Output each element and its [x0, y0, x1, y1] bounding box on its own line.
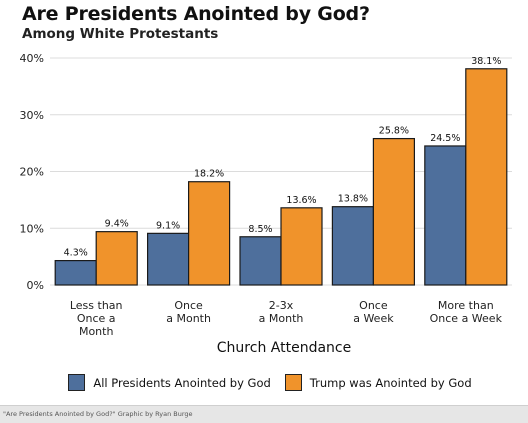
y-tick-label: 40%	[20, 52, 44, 65]
x-tick-label: More than Once a Week	[430, 299, 503, 325]
bar	[331, 206, 374, 286]
bar	[147, 232, 190, 286]
bar	[188, 181, 231, 286]
data-label: 8.5%	[248, 224, 272, 235]
data-label: 13.8%	[338, 194, 368, 205]
legend-swatch-all-presidents	[68, 374, 86, 391]
bar	[280, 207, 323, 286]
bar	[95, 231, 138, 286]
y-tick-label: 10%	[20, 222, 44, 235]
data-label: 13.6%	[286, 195, 316, 206]
chart-title: Are Presidents Anointed by God?	[22, 3, 370, 25]
data-label: 38.1%	[471, 56, 501, 67]
legend-swatch-trump	[284, 374, 302, 391]
data-label: 25.8%	[379, 126, 409, 137]
y-tick-label: 30%	[20, 109, 44, 122]
data-label: 18.2%	[194, 169, 224, 180]
legend: All Presidents Anointed by God Trump was…	[0, 374, 528, 391]
x-tick-label: 2-3x a Month	[259, 299, 304, 325]
chart-subtitle: Among White Protestants	[22, 26, 219, 42]
data-label: 24.5%	[430, 133, 460, 144]
data-label: 9.1%	[156, 220, 180, 231]
legend-item-all-presidents: All Presidents Anointed by God	[68, 374, 271, 391]
bar	[54, 259, 97, 286]
legend-item-trump: Trump was Anointed by God	[284, 374, 472, 391]
chart-frame: Are Presidents Anointed by God? Among Wh…	[0, 3, 528, 391]
legend-label-all-presidents: All Presidents Anointed by God	[93, 375, 271, 390]
bar	[372, 137, 415, 286]
y-tick-label: 20%	[20, 166, 44, 179]
x-tick-label: Less than Once a Month	[70, 299, 123, 338]
legend-label-trump: Trump was Anointed by God	[309, 375, 472, 390]
y-tick-label: 0%	[27, 279, 44, 292]
bar	[424, 145, 467, 286]
bar-chart: 0% 10% 20% 30% 40% 4.3% 9.1% 8.5% 13.8% 24.5% 9.4%…	[20, 52, 512, 338]
x-tick-label: Once a Month	[166, 299, 211, 325]
x-tick-label: Once a Week	[353, 299, 394, 325]
bar	[239, 236, 282, 286]
data-label: 9.4%	[105, 219, 129, 230]
x-axis-title: Church Attendance	[216, 340, 352, 356]
image-caption: "Are Presidents Anointed by God?" Graphi…	[0, 405, 528, 423]
data-label: 4.3%	[64, 248, 88, 259]
bar	[465, 68, 508, 286]
